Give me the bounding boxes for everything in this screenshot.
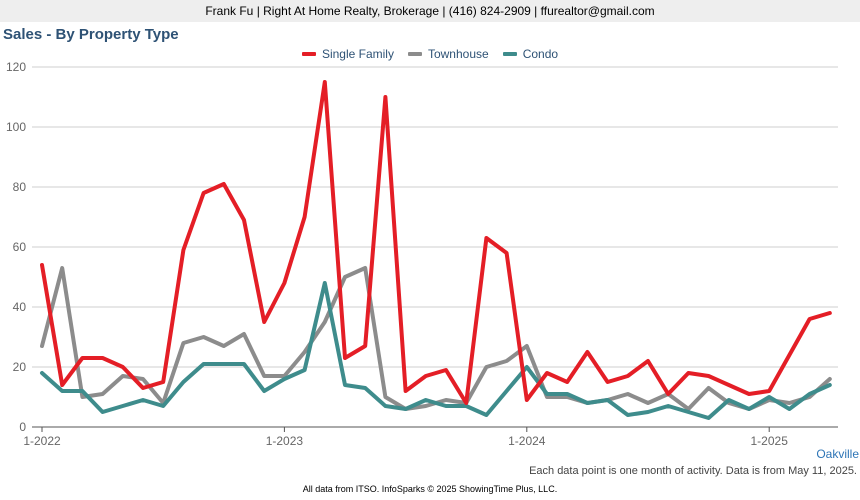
- legend-swatch-townhouse: [407, 52, 422, 56]
- y-tick-label: 100: [6, 120, 26, 134]
- chart-legend: Single Family Townhouse Condo: [0, 46, 860, 62]
- legend-label-condo: Condo: [522, 47, 559, 61]
- chart-title: Sales - By Property Type: [3, 26, 179, 43]
- header-contact-text: Frank Fu | Right At Home Realty, Brokera…: [205, 4, 655, 18]
- y-tick-label: 40: [13, 300, 27, 314]
- legend-swatch-single-family: [301, 52, 316, 56]
- x-tick-label: 1-2023: [266, 434, 304, 448]
- region-label[interactable]: Oakville: [816, 447, 859, 461]
- x-tick-label: 1-2024: [508, 434, 546, 448]
- header-contact-bar: Frank Fu | Right At Home Realty, Brokera…: [0, 0, 860, 22]
- y-tick-label: 20: [13, 360, 27, 374]
- x-tick-label: 1-2025: [751, 434, 789, 448]
- y-tick-label: 120: [6, 60, 26, 74]
- series-line-condo: [40, 281, 832, 420]
- legend-item-townhouse[interactable]: Townhouse: [407, 46, 489, 62]
- x-tick-label: 1-2022: [23, 434, 61, 448]
- y-tick-label: 0: [19, 420, 26, 434]
- legend-swatch-condo: [502, 52, 517, 56]
- y-tick-label: 60: [13, 240, 27, 254]
- series-line-single-family: [40, 80, 832, 405]
- legend-item-condo[interactable]: Condo: [502, 46, 559, 62]
- series-line-townhouse: [40, 266, 832, 411]
- footer-credit: All data from ITSO. InfoSparks © 2025 Sh…: [302, 484, 558, 494]
- data-note: Each data point is one month of activity…: [529, 465, 857, 477]
- legend-label-townhouse: Townhouse: [427, 47, 489, 61]
- legend-item-single-family[interactable]: Single Family: [301, 46, 394, 62]
- legend-label-single-family: Single Family: [321, 47, 394, 61]
- y-tick-label: 80: [13, 180, 27, 194]
